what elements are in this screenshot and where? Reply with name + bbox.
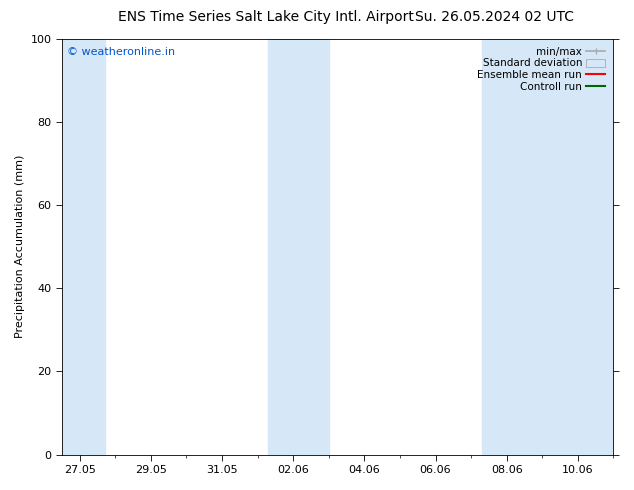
Legend: min/max, Standard deviation, Ensemble mean run, Controll run: min/max, Standard deviation, Ensemble me… <box>474 44 608 95</box>
Bar <box>62 39 105 455</box>
Y-axis label: Precipitation Accumulation (mm): Precipitation Accumulation (mm) <box>15 155 25 338</box>
Bar <box>268 39 329 455</box>
Bar <box>482 39 631 455</box>
Text: Su. 26.05.2024 02 UTC: Su. 26.05.2024 02 UTC <box>415 10 574 24</box>
Text: © weatheronline.in: © weatheronline.in <box>67 47 176 57</box>
Text: ENS Time Series Salt Lake City Intl. Airport: ENS Time Series Salt Lake City Intl. Air… <box>119 10 414 24</box>
